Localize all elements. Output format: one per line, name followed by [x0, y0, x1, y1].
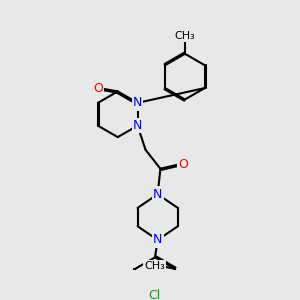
Text: CH₃: CH₃ — [175, 31, 195, 41]
Text: CH₃: CH₃ — [144, 261, 165, 271]
Text: N: N — [153, 188, 162, 201]
Text: O: O — [178, 158, 188, 171]
Text: N: N — [153, 233, 162, 246]
Text: N: N — [133, 119, 142, 132]
Text: N: N — [133, 96, 142, 110]
Text: O: O — [93, 82, 103, 95]
Text: Cl: Cl — [149, 289, 161, 300]
